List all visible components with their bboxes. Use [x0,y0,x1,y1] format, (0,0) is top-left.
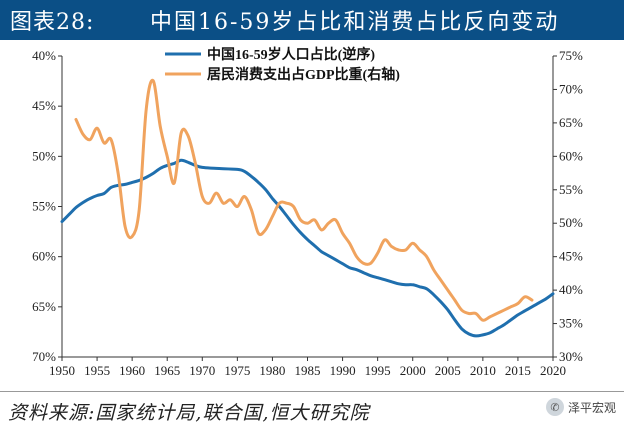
series-line-consumption [74,78,534,322]
x-tick-label: 2015 [505,363,531,378]
series-line-working-age [60,158,555,338]
left-tick-label: 40% [32,48,56,63]
x-tick-label: 2000 [400,363,426,378]
right-tick-label: 30% [559,349,583,364]
x-tick-label: 1975 [224,363,250,378]
x-tick-label: 1960 [119,363,145,378]
x-tick-label: 2020 [540,363,566,378]
x-tick-label: 1970 [189,363,215,378]
legend-label: 中国16-59岁人口占比(逆序) [207,46,375,63]
source-bar: 资料来源:国家统计局,联合国,恒大研究院 [0,391,624,430]
watermark-text: 泽平宏观 [567,400,616,415]
right-tick-label: 60% [559,148,583,163]
right-tick-label: 70% [559,81,583,96]
left-tick-label: 45% [32,98,56,113]
x-tick-label: 1955 [84,363,110,378]
right-tick-label: 35% [559,316,583,331]
right-tick-label: 45% [559,249,583,264]
left-tick-label: 50% [32,148,56,163]
title-bar: 图表28: 中国16-59岁占比和消费占比反向变动 [0,0,624,40]
x-tick-label: 1980 [259,363,285,378]
right-tick-label: 50% [559,215,583,230]
left-tick-label: 55% [32,199,56,214]
x-tick-label: 1990 [330,363,356,378]
watermark: ✆ 泽平宏观 [545,398,616,416]
left-tick-label: 60% [32,249,56,264]
x-tick-label: 1950 [49,363,75,378]
legend-label: 居民消费支出占GDP比重(右轴) [207,66,400,83]
chart-title: 中国16-59岁占比和消费占比反向变动 [150,10,560,35]
right-tick-label: 65% [559,115,583,130]
x-tick-label: 2005 [435,363,461,378]
source-note: 资料来源:国家统计局,联合国,恒大研究院 [8,401,370,424]
right-tick-label: 55% [559,182,583,197]
x-tick-label: 1985 [295,363,321,378]
left-tick-label: 70% [32,349,56,364]
figure-label: 图表28: [10,10,95,35]
right-tick-label: 75% [559,48,583,63]
right-tick-label: 40% [559,282,583,297]
x-tick-label: 2010 [470,363,496,378]
x-tick-label: 1995 [365,363,391,378]
wechat-icon: ✆ [545,398,564,416]
left-tick-label: 65% [32,299,56,314]
x-tick-label: 1965 [154,363,180,378]
chart-canvas: 1950 1955 1960 1965 1970 1975 1980 1985 1990 1995… [32,46,583,378]
